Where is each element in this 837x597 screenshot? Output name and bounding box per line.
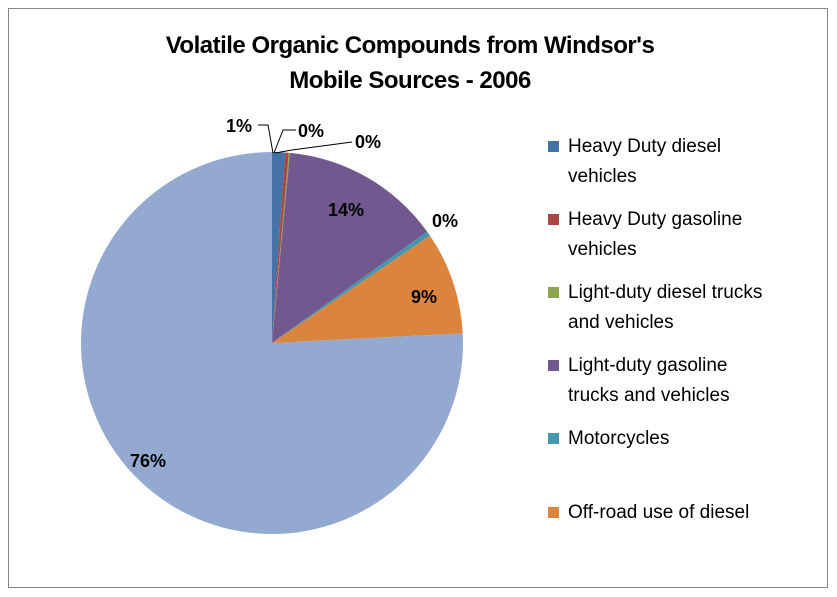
data-label-0: 1% <box>226 116 252 136</box>
legend-swatch <box>548 433 559 444</box>
legend-swatch <box>548 507 559 518</box>
chart-title-line-1: Volatile Organic Compounds from Windsor'… <box>165 32 655 59</box>
legend-label-line: Light-duty gasoline <box>568 355 728 376</box>
legend-label-line: Off-road use of diesel <box>568 502 750 523</box>
legend-label: Motorcycles <box>568 424 808 454</box>
data-label-1: 0% <box>298 121 324 141</box>
legend-label-line: Heavy Duty diesel <box>568 136 722 157</box>
leader-line-0 <box>258 124 274 154</box>
pie-slice-6 <box>81 151 464 534</box>
legend-label-line: trucks and vehicles <box>568 385 730 406</box>
legend-label: Off-road use of diesel <box>568 498 808 528</box>
legend-label: Light-duty gasoline trucks and vehicles <box>568 351 808 411</box>
data-label-3: 14% <box>328 200 364 220</box>
legend-label: Light-duty diesel trucks and vehicles <box>568 278 808 338</box>
pie-slice-3 <box>272 152 428 343</box>
legend-label: Heavy Duty gasoline vehicles <box>568 205 808 265</box>
pie-slice-1 <box>272 152 289 343</box>
pie-slice-2 <box>272 152 290 343</box>
legend-label-line: and vehicles <box>568 312 674 333</box>
legend-label-line: vehicles <box>568 239 637 260</box>
pie-slice-0 <box>272 152 286 343</box>
chart-area <box>8 8 828 588</box>
data-label-4: 0% <box>432 211 458 231</box>
data-label-2: 0% <box>355 132 381 152</box>
legend-swatch <box>548 360 559 371</box>
legend-swatch <box>548 214 559 225</box>
leader-line-2 <box>274 141 353 154</box>
chart-title-line-2: Mobile Sources - 2006 <box>289 67 531 94</box>
chart-title: Volatile Organic Compounds from Windsor'… <box>60 28 760 98</box>
data-label-5: 9% <box>411 287 437 307</box>
legend-label-line: Light-duty diesel trucks <box>568 282 763 303</box>
legend-label: Heavy Duty diesel vehicles <box>568 132 808 192</box>
pie-slice-5 <box>272 235 463 343</box>
legend-swatch <box>548 141 559 152</box>
legend-label-line: vehicles <box>568 166 637 187</box>
legend-label-line: Heavy Duty gasoline <box>568 209 743 230</box>
leader-line-1 <box>273 129 296 154</box>
legend-swatch <box>548 287 559 298</box>
legend-label-line: Motorcycles <box>568 428 670 449</box>
pie-slice-4 <box>272 231 430 343</box>
data-label-6: 76% <box>130 451 166 471</box>
